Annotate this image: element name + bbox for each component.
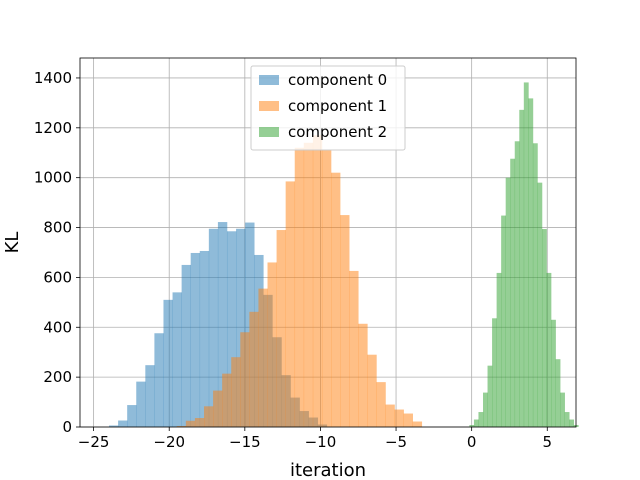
x-tick-label: −5 bbox=[385, 433, 407, 451]
histogram-bar bbox=[376, 382, 386, 427]
x-tick-label: −25 bbox=[78, 433, 110, 451]
x-tick-label: 5 bbox=[542, 433, 552, 451]
histogram-bar bbox=[294, 147, 305, 427]
histogram-bar bbox=[551, 319, 556, 427]
histogram-bar bbox=[199, 250, 210, 427]
histogram-bar bbox=[109, 425, 119, 427]
histogram-bar bbox=[505, 177, 511, 427]
legend-label: component 0 bbox=[288, 71, 387, 89]
histogram-bar bbox=[555, 359, 561, 427]
histogram-bar bbox=[258, 288, 268, 427]
histogram-bar bbox=[222, 373, 232, 427]
histogram-bar bbox=[541, 229, 547, 427]
histogram-bar bbox=[176, 426, 187, 427]
legend-label: component 1 bbox=[288, 97, 387, 115]
histogram-bar bbox=[528, 98, 534, 428]
histogram-bar bbox=[519, 109, 525, 427]
histogram-bar bbox=[118, 420, 128, 427]
legend-label: component 2 bbox=[288, 123, 387, 141]
x-tick-label: −20 bbox=[153, 433, 185, 451]
y-tick-label: 1200 bbox=[34, 119, 72, 137]
histogram-bar bbox=[204, 406, 214, 427]
histogram-bar bbox=[240, 332, 250, 427]
histogram-bar bbox=[213, 390, 223, 427]
histogram-bar bbox=[564, 412, 570, 427]
histogram-bar bbox=[163, 299, 173, 427]
x-tick-label: −10 bbox=[305, 433, 337, 451]
histogram-bar bbox=[501, 215, 506, 427]
y-tick-label: 1000 bbox=[34, 169, 72, 187]
histogram-bar bbox=[321, 150, 332, 427]
histogram-bar bbox=[569, 419, 575, 427]
histogram-bar bbox=[226, 231, 237, 427]
legend-swatch bbox=[259, 127, 279, 137]
histogram-bar bbox=[331, 172, 341, 427]
histogram-bar bbox=[514, 141, 520, 427]
histogram-bar bbox=[537, 182, 543, 427]
axis-ticks: −25 −20 −15 −10 −5 0 5 0 200 400 600 800 1000 1200 140… bbox=[34, 69, 552, 451]
histogram-bar bbox=[172, 292, 182, 427]
histogram-bar bbox=[487, 365, 493, 427]
histogram-bar bbox=[473, 419, 479, 427]
legend-swatch bbox=[259, 75, 279, 85]
histogram-bar bbox=[181, 264, 191, 427]
histogram-bar bbox=[478, 412, 484, 427]
histogram-bar bbox=[510, 158, 516, 427]
histogram-bar bbox=[190, 252, 201, 427]
histogram-bar bbox=[546, 272, 552, 427]
y-tick-label: 200 bbox=[43, 368, 72, 386]
y-tick-label: 0 bbox=[62, 418, 72, 436]
histogram-bar bbox=[217, 222, 228, 427]
histogram-bar bbox=[394, 409, 404, 427]
histogram-bar bbox=[367, 354, 377, 427]
histogram-bar bbox=[154, 333, 164, 427]
histogram-bar bbox=[236, 228, 246, 427]
plot-frame bbox=[79, 57, 577, 428]
legend: component 0 component 1 component 2 bbox=[250, 65, 406, 151]
series-1-bars bbox=[176, 135, 423, 428]
x-axis-title: iteration bbox=[290, 460, 366, 480]
histogram-bar bbox=[127, 405, 137, 427]
histogram-bar bbox=[349, 270, 359, 427]
histogram-bar bbox=[249, 311, 259, 427]
histogram-bar bbox=[285, 181, 296, 427]
series-2-bars bbox=[469, 82, 579, 428]
histogram-bar bbox=[312, 135, 323, 428]
histogram-bar bbox=[496, 272, 502, 427]
y-tick-label: 400 bbox=[43, 318, 72, 336]
histogram-bar bbox=[136, 381, 146, 427]
histogram-bar bbox=[185, 420, 196, 427]
histogram-bar bbox=[194, 418, 205, 427]
histogram-bar bbox=[385, 404, 395, 427]
y-tick-label: 600 bbox=[43, 268, 72, 286]
histogram-bar bbox=[208, 228, 219, 427]
histogram-bar bbox=[358, 323, 368, 427]
x-tick-label: −15 bbox=[229, 433, 261, 451]
histogram-bar bbox=[303, 142, 314, 427]
histogram-bars bbox=[109, 82, 579, 428]
histogram-bar bbox=[492, 318, 497, 427]
legend-swatch bbox=[259, 101, 279, 111]
histogram-bar bbox=[483, 392, 488, 427]
histogram-bar bbox=[340, 215, 350, 427]
histogram-bar bbox=[469, 425, 475, 427]
histogram-bar bbox=[231, 357, 241, 427]
histogram-bar bbox=[403, 413, 413, 427]
histogram-bar bbox=[532, 143, 538, 427]
histogram-bar bbox=[523, 82, 529, 428]
y-tick-label: 1400 bbox=[34, 69, 72, 87]
histogram-bar bbox=[560, 392, 565, 427]
histogram-bar bbox=[412, 421, 423, 427]
histogram-bar bbox=[276, 230, 286, 427]
histogram-bar bbox=[267, 262, 277, 427]
histogram-bar bbox=[145, 365, 155, 427]
legend-box bbox=[250, 65, 406, 151]
y-axis-title: KL bbox=[2, 232, 23, 254]
x-tick-label: 0 bbox=[467, 433, 477, 451]
y-tick-label: 800 bbox=[43, 219, 72, 237]
